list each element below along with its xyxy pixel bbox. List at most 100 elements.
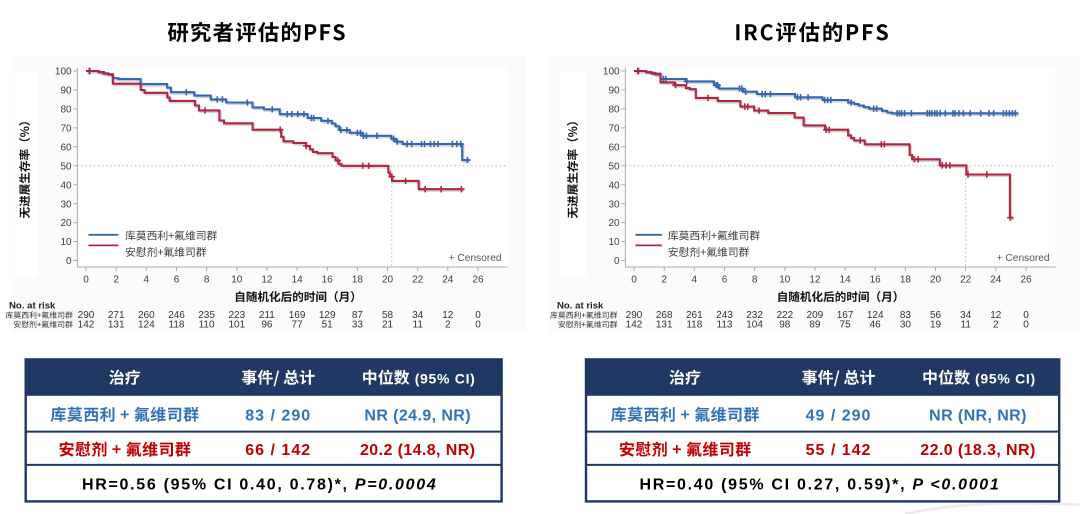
svg-text:12: 12 xyxy=(261,275,273,286)
svg-text:131: 131 xyxy=(656,319,673,330)
svg-text:6: 6 xyxy=(722,275,728,286)
svg-text:(95% CI): (95% CI) xyxy=(975,370,1036,386)
svg-text:20: 20 xyxy=(608,218,620,229)
svg-text:24: 24 xyxy=(442,275,454,286)
svg-text:46: 46 xyxy=(870,319,882,330)
svg-text:55 / 142: 55 / 142 xyxy=(806,442,872,459)
svg-text:(95% CI): (95% CI) xyxy=(415,370,476,386)
svg-text:0: 0 xyxy=(614,256,620,267)
svg-text:118: 118 xyxy=(686,319,702,330)
svg-text:235: 235 xyxy=(198,310,215,321)
svg-text:12: 12 xyxy=(442,310,454,321)
svg-text:30: 30 xyxy=(608,199,620,210)
svg-text:70: 70 xyxy=(608,123,620,134)
svg-text:51: 51 xyxy=(322,319,334,330)
svg-text:142: 142 xyxy=(78,319,95,330)
svg-text:243: 243 xyxy=(716,310,733,321)
svg-text:14: 14 xyxy=(840,275,852,286)
svg-text:0: 0 xyxy=(475,319,481,330)
svg-text:60: 60 xyxy=(608,142,620,153)
svg-text:21: 21 xyxy=(382,319,394,330)
svg-text:HR=0.56 (95% CI 0.40, 0.78)*,: HR=0.56 (95% CI 0.40, 0.78)*, P=0.0004 xyxy=(82,476,437,493)
svg-text:260: 260 xyxy=(138,310,155,321)
svg-text:49 / 290: 49 / 290 xyxy=(806,407,872,424)
svg-text:290: 290 xyxy=(78,310,95,321)
svg-text:0: 0 xyxy=(66,256,72,267)
svg-text:75: 75 xyxy=(840,319,852,330)
svg-text:4: 4 xyxy=(144,275,150,286)
svg-text:58: 58 xyxy=(382,310,394,321)
svg-text:8: 8 xyxy=(204,275,210,286)
svg-text:209: 209 xyxy=(807,310,824,321)
svg-text:4: 4 xyxy=(692,275,698,286)
svg-text:60: 60 xyxy=(60,142,72,153)
svg-text:22: 22 xyxy=(960,275,972,286)
svg-text:169: 169 xyxy=(289,310,306,321)
svg-text:246: 246 xyxy=(168,310,185,321)
svg-text:110: 110 xyxy=(199,319,215,330)
svg-text:2: 2 xyxy=(661,275,667,286)
svg-text:80: 80 xyxy=(608,105,620,116)
svg-text:HR=0.40 (95% CI 0.27, 0.59)*,: HR=0.40 (95% CI 0.27, 0.59)*, P <0.0001 xyxy=(639,476,1000,493)
svg-text:0: 0 xyxy=(631,275,637,286)
svg-text:No. at risk: No. at risk xyxy=(557,301,604,312)
svg-text:40: 40 xyxy=(60,180,72,191)
svg-text:24: 24 xyxy=(990,275,1002,286)
svg-text:+ Censored: + Censored xyxy=(997,253,1050,264)
svg-text:77: 77 xyxy=(292,319,304,330)
svg-text:10: 10 xyxy=(231,275,243,286)
svg-text:2: 2 xyxy=(445,319,451,330)
svg-text:16: 16 xyxy=(322,275,334,286)
svg-text:0: 0 xyxy=(1023,319,1029,330)
svg-text:211: 211 xyxy=(259,310,275,321)
svg-text:40: 40 xyxy=(608,180,620,191)
svg-text:11: 11 xyxy=(961,319,972,330)
svg-text:8: 8 xyxy=(752,275,758,286)
svg-text:12: 12 xyxy=(990,310,1002,321)
svg-text:20: 20 xyxy=(60,218,72,229)
svg-text:30: 30 xyxy=(60,199,72,210)
svg-text:16: 16 xyxy=(870,275,882,286)
svg-text:22.0 (18.3, NR): 22.0 (18.3, NR) xyxy=(920,442,1035,459)
svg-text:271: 271 xyxy=(108,310,125,321)
svg-text:118: 118 xyxy=(169,319,185,330)
svg-text:222: 222 xyxy=(776,310,793,321)
svg-text:83 / 290: 83 / 290 xyxy=(245,407,311,424)
svg-text:18: 18 xyxy=(352,275,364,286)
svg-text:2: 2 xyxy=(993,319,999,330)
svg-text:90: 90 xyxy=(608,86,620,97)
svg-text:167: 167 xyxy=(837,310,854,321)
svg-text:66 / 142: 66 / 142 xyxy=(245,442,311,459)
svg-text:50: 50 xyxy=(60,161,72,172)
svg-text:89: 89 xyxy=(809,319,821,330)
svg-text:34: 34 xyxy=(412,310,424,321)
svg-text:30: 30 xyxy=(900,319,912,330)
svg-text:20.2 (14.8, NR): 20.2 (14.8, NR) xyxy=(360,442,475,459)
svg-text:0: 0 xyxy=(475,310,481,321)
svg-text:70: 70 xyxy=(60,123,72,134)
svg-text:80: 80 xyxy=(60,105,72,116)
svg-text:223: 223 xyxy=(228,310,245,321)
svg-text:104: 104 xyxy=(746,319,763,330)
svg-text:34: 34 xyxy=(960,310,972,321)
svg-text:2: 2 xyxy=(113,275,119,286)
svg-text:83: 83 xyxy=(900,310,912,321)
svg-text:10: 10 xyxy=(779,275,791,286)
svg-text:124: 124 xyxy=(867,310,884,321)
svg-text:124: 124 xyxy=(138,319,155,330)
svg-text:0: 0 xyxy=(83,275,89,286)
svg-text:33: 33 xyxy=(352,319,364,330)
svg-text:NR (24.9, NR): NR (24.9, NR) xyxy=(364,407,471,424)
svg-text:87: 87 xyxy=(352,310,364,321)
svg-text:NR (NR, NR): NR (NR, NR) xyxy=(929,407,1027,424)
svg-text:101: 101 xyxy=(228,319,245,330)
svg-text:26: 26 xyxy=(1020,275,1032,286)
svg-text:14: 14 xyxy=(292,275,304,286)
svg-text:56: 56 xyxy=(930,310,942,321)
svg-text:50: 50 xyxy=(608,161,620,172)
svg-text:10: 10 xyxy=(60,237,72,248)
svg-text:+ Censored: + Censored xyxy=(449,253,502,264)
svg-text:100: 100 xyxy=(603,67,620,78)
svg-text:6: 6 xyxy=(174,275,180,286)
svg-text:113: 113 xyxy=(717,319,733,330)
